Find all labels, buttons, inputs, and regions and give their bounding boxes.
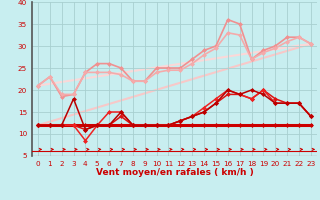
X-axis label: Vent moyen/en rafales ( km/h ): Vent moyen/en rafales ( km/h ) [96,168,253,177]
